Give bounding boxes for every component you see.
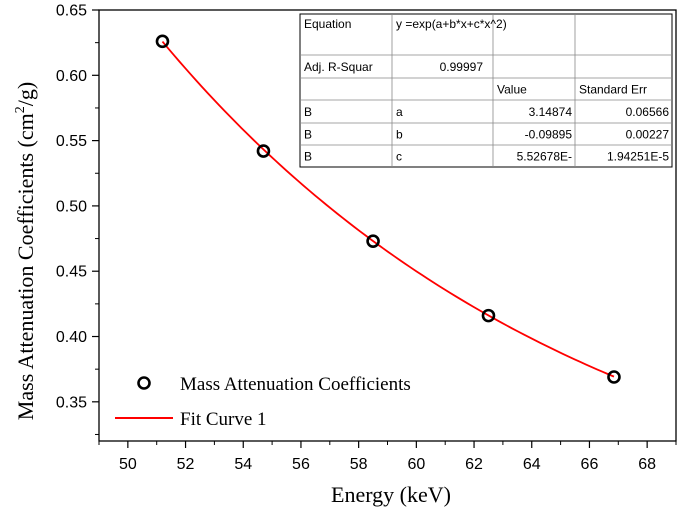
fit-table-cell: B bbox=[304, 105, 312, 119]
legend: Mass Attenuation Coefficients Fit Curve … bbox=[115, 374, 411, 430]
fit-table-cell: Standard Err bbox=[579, 83, 647, 97]
y-axis-title: Mass Attenuation Coefficients (cm2/g) bbox=[13, 82, 38, 420]
fit-table-cell: b bbox=[396, 128, 403, 142]
data-point bbox=[256, 144, 271, 158]
y-tick-label: 0.55 bbox=[56, 133, 87, 150]
fit-curve-group bbox=[161, 41, 615, 378]
x-tick-label: 50 bbox=[119, 456, 137, 473]
fit-curve-line bbox=[161, 41, 615, 378]
axis-ticks: 50 52 54 56 58 60 62 64 66 68 0.35 0.40 0.45 0.50 0.55… bbox=[56, 3, 677, 473]
data-point bbox=[481, 308, 496, 323]
x-tick-label: 58 bbox=[350, 456, 368, 473]
fit-table-cell: B bbox=[304, 128, 312, 142]
legend-label-scatter: Mass Attenuation Coefficients bbox=[180, 374, 411, 395]
x-tick-label: 54 bbox=[234, 456, 252, 473]
fit-table-cell: y =exp(a+b*x+c*x^2) bbox=[396, 17, 507, 31]
data-point bbox=[607, 370, 621, 384]
x-tick-label: 64 bbox=[523, 456, 541, 473]
fit-table-cell: 1.94251E-5 bbox=[607, 150, 669, 164]
fit-table-cell: Adj. R-Squar bbox=[304, 60, 373, 74]
fit-table-cell: a bbox=[396, 105, 403, 119]
fit-table-cell: -0.09895 bbox=[525, 128, 573, 142]
fit-table-cell: c bbox=[396, 150, 402, 164]
y-tick-label: 0.45 bbox=[56, 264, 87, 281]
fit-table-cell: 5.52678E- bbox=[517, 150, 572, 164]
fit-table-cell: 0.99997 bbox=[440, 60, 484, 74]
x-tick-label: 68 bbox=[638, 456, 656, 473]
fit-table-cell: 0.06566 bbox=[626, 105, 670, 119]
legend-marker-scatter bbox=[137, 376, 151, 390]
fit-table-cell: 0.00227 bbox=[626, 128, 670, 142]
x-tick-label: 60 bbox=[407, 456, 425, 473]
y-axis-title-end: /g) bbox=[13, 82, 38, 106]
data-point bbox=[155, 34, 170, 49]
fit-table-cell: Value bbox=[497, 83, 527, 97]
y-tick-label: 0.50 bbox=[56, 198, 87, 215]
fit-table-cell: Equation bbox=[304, 17, 351, 31]
fit-table-cell: B bbox=[304, 150, 312, 164]
y-tick-label: 0.40 bbox=[56, 329, 87, 346]
data-points bbox=[155, 34, 621, 384]
data-point bbox=[366, 234, 380, 248]
fit-results-table: Equation y =exp(a+b*x+c*x^2) Adj. R-Squar 0… bbox=[299, 13, 673, 168]
y-tick-label: 0.65 bbox=[56, 3, 87, 20]
y-axis-title-superscript: 2 bbox=[13, 106, 28, 113]
x-tick-label: 52 bbox=[177, 456, 195, 473]
y-tick-label: 0.60 bbox=[56, 68, 87, 85]
x-axis-title: Energy (keV) bbox=[331, 482, 451, 507]
x-tick-label: 56 bbox=[292, 456, 310, 473]
fit-table-cell: 3.14874 bbox=[529, 105, 573, 119]
y-axis-title-main: Mass Attenuation Coefficients (cm bbox=[13, 113, 38, 420]
legend-label-fit: Fit Curve 1 bbox=[180, 409, 267, 430]
x-tick-label: 62 bbox=[465, 456, 483, 473]
fit-table-border bbox=[299, 13, 673, 168]
y-tick-label: 0.35 bbox=[56, 394, 87, 411]
x-tick-label: 66 bbox=[581, 456, 599, 473]
